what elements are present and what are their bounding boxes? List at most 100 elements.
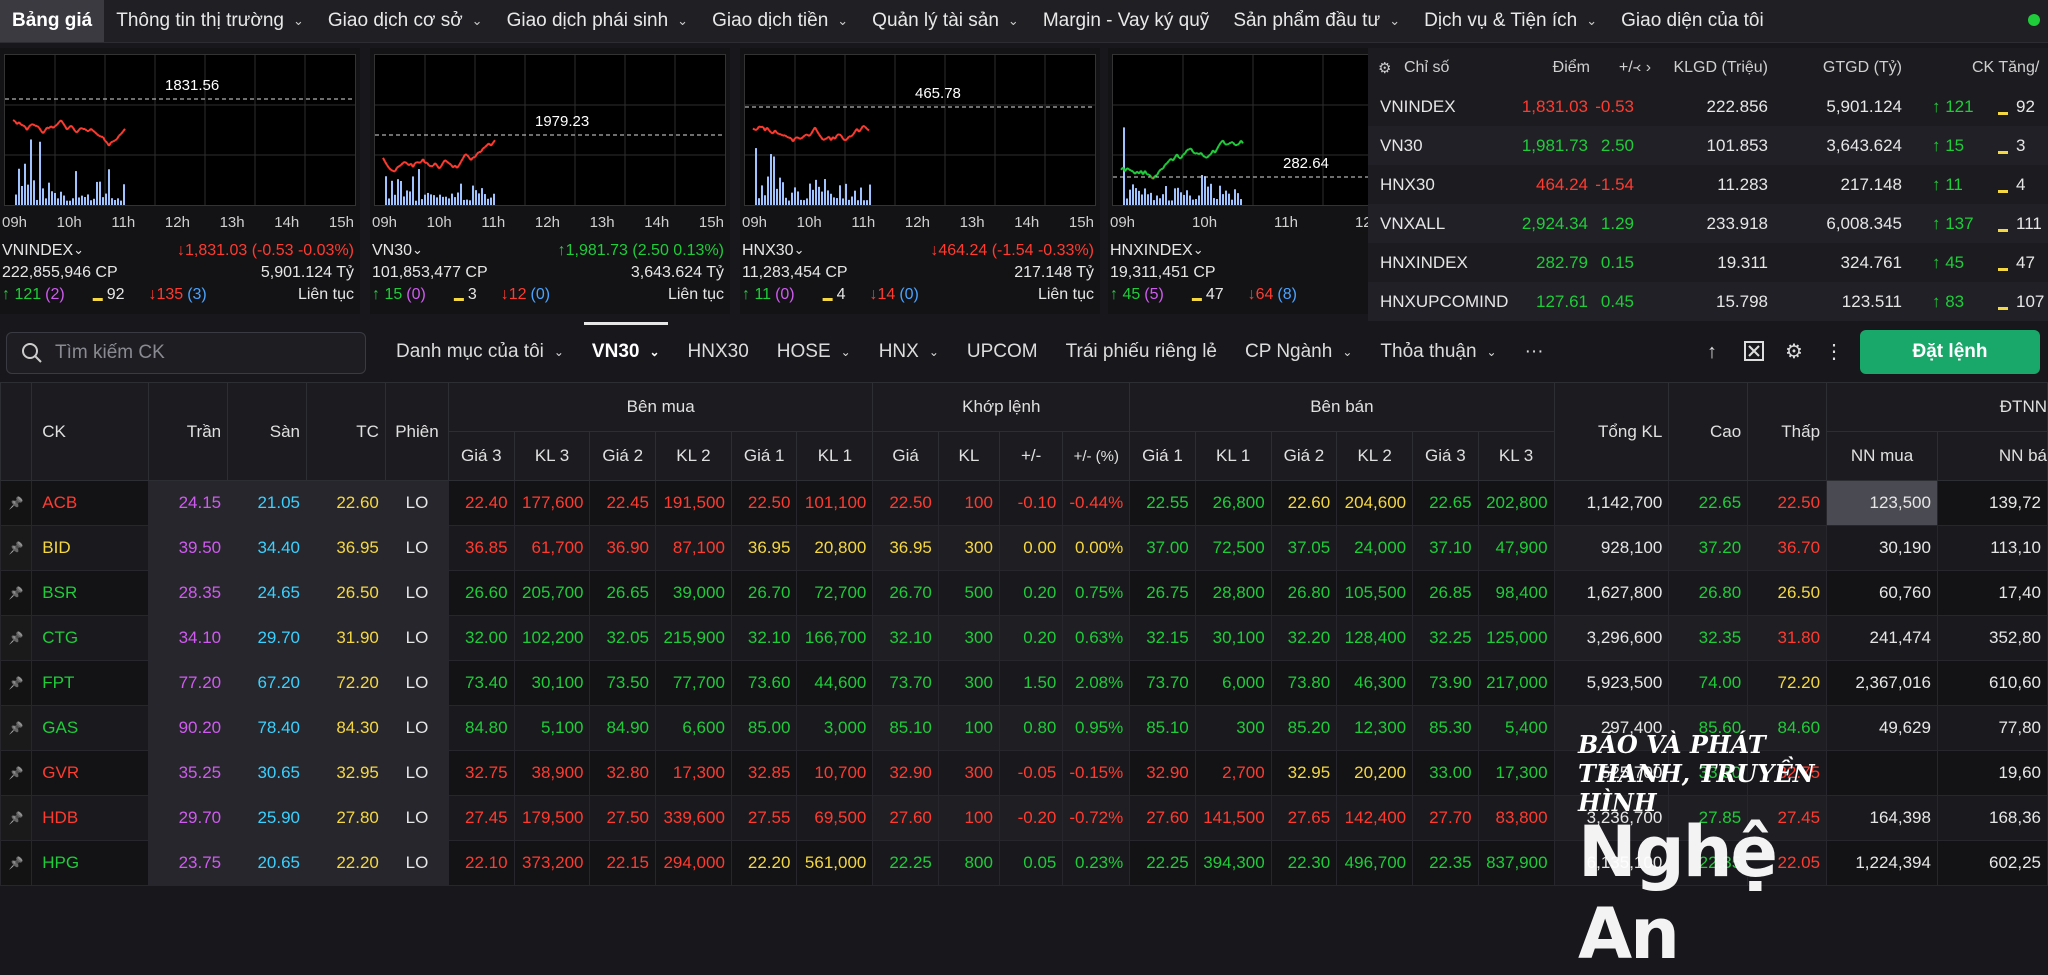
gear-icon[interactable]: ⚙ [1782, 340, 1806, 364]
menu-item-3[interactable]: Giao dịch phái sinh⌄ [495, 0, 701, 42]
menu-item-2[interactable]: Giao dịch cơ sở⌄ [316, 0, 495, 42]
index-point: 1,831.03 [1522, 97, 1588, 117]
pin-icon[interactable]: 📌 [1, 481, 32, 526]
menu-item-0[interactable]: Bảng giá [0, 0, 104, 42]
tab-8[interactable]: Thỏa thuận⌄ [1366, 322, 1510, 382]
tab-2[interactable]: HNX30 [674, 322, 763, 382]
tab-4[interactable]: HNX⌄ [865, 322, 953, 382]
excel-export-icon[interactable] [1742, 340, 1766, 364]
menu-item-4[interactable]: Giao dịch tiền⌄ [700, 0, 860, 42]
pin-icon[interactable]: 📌 [1, 841, 32, 886]
price-line-segment [863, 126, 865, 127]
pin-icon[interactable]: 📌 [1, 616, 32, 661]
tab-7[interactable]: CP Ngành⌄ [1231, 322, 1366, 382]
chevron-down-icon[interactable]: ⌄ [1193, 242, 1204, 260]
volume-bar [776, 189, 778, 205]
tab-5[interactable]: UPCOM [953, 322, 1052, 382]
chevron-down-icon[interactable]: ⌄ [412, 242, 423, 260]
pin-icon[interactable]: 📌 [1, 796, 32, 841]
search-input[interactable]: Tìm kiếm CK [55, 342, 165, 364]
cell-nnb: 602,25 [1937, 841, 2047, 886]
volume-bar [493, 194, 495, 205]
tab-3[interactable]: HOSE⌄ [763, 322, 865, 382]
price-line-segment [39, 127, 41, 130]
index-name[interactable]: VNINDEX [2, 242, 73, 260]
cell-sk1: 300 [1195, 706, 1271, 751]
cell-sym[interactable]: HPG [32, 841, 149, 886]
reference-value-label: 1979.23 [535, 113, 589, 130]
menu-item-9[interactable]: Giao diện của tôi [1609, 0, 1776, 42]
cell-sym[interactable]: FPT [32, 661, 149, 706]
place-order-button[interactable]: Đặt lệnh [1860, 330, 2040, 374]
reference-value-label: 465.78 [915, 85, 961, 102]
pin-icon[interactable]: 📌 [1, 571, 32, 616]
pin-icon[interactable]: 📌 [1, 526, 32, 571]
price-line-segment [759, 126, 761, 127]
volume-bar [839, 185, 841, 205]
volume-bar [1144, 188, 1146, 205]
arrow-up-icon[interactable]: ↑ [1700, 340, 1724, 364]
more-vertical-icon[interactable]: ⋮ [1822, 340, 1846, 364]
chevron-down-icon[interactable]: ⌄ [73, 242, 84, 260]
volume-bar [406, 190, 408, 205]
index-name[interactable]: HNX30 [742, 242, 794, 260]
cell-sym[interactable]: CTG [32, 616, 149, 661]
cell-sym[interactable]: BID [32, 526, 149, 571]
index-header-name: Chỉ số [1404, 59, 1449, 77]
price-line-segment [753, 128, 755, 129]
tab-6[interactable]: Trái phiếu riêng lẻ [1052, 322, 1231, 382]
ceiling-count: (5) [1144, 286, 1164, 304]
chevron-down-icon: ⌄ [1389, 13, 1400, 29]
menu-item-6[interactable]: Margin - Vay ký quỹ [1031, 0, 1221, 42]
cell-sym[interactable]: BSR [32, 571, 149, 616]
cell-phien: LO [385, 841, 448, 886]
tab-9[interactable]: ··· [1511, 322, 1558, 382]
chevron-down-icon[interactable]: ⌄ [794, 242, 805, 260]
menu-item-label: Giao diện của tôi [1621, 10, 1764, 32]
cell-s2: 85.20 [1271, 706, 1337, 751]
cell-sym[interactable]: GAS [32, 706, 149, 751]
menu-item-5[interactable]: Quản lý tài sản⌄ [860, 0, 1031, 42]
cell-sym[interactable]: ACB [32, 481, 149, 526]
pin-icon[interactable]: 📌 [1, 706, 32, 751]
menu-item-7[interactable]: Sản phẩm đầu tư⌄ [1221, 0, 1412, 42]
floor-count: (0) [899, 286, 919, 304]
volume-bar [63, 196, 65, 205]
pin-icon[interactable]: 📌 [1, 661, 32, 706]
volume-bar [842, 198, 844, 205]
gear-icon[interactable]: ⚙ [1378, 59, 1391, 77]
tab-0[interactable]: Danh mục của tôi⌄ [382, 322, 578, 382]
menu-item-1[interactable]: Thông tin thị trường⌄ [104, 0, 316, 42]
search-box[interactable]: Tìm kiếm CK [6, 332, 366, 374]
price-line-segment [823, 139, 825, 140]
header-ck[interactable]: CK [32, 383, 149, 481]
cell-san: 24.65 [228, 571, 307, 616]
menu-item-8[interactable]: Dịch vụ & Tiện ích⌄ [1412, 0, 1609, 42]
pin-icon[interactable]: 📌 [1, 751, 32, 796]
tab-1[interactable]: VN30⌄ [578, 322, 674, 382]
index-name[interactable]: VN30 [372, 242, 412, 260]
cell-sym[interactable]: HDB [32, 796, 149, 841]
scroll-arrows-icon[interactable]: ‹ › [1636, 59, 1651, 77]
index-name[interactable]: HNXINDEX [1110, 242, 1193, 260]
price-line-segment [57, 122, 59, 125]
cell-sym[interactable]: GVR [32, 751, 149, 796]
